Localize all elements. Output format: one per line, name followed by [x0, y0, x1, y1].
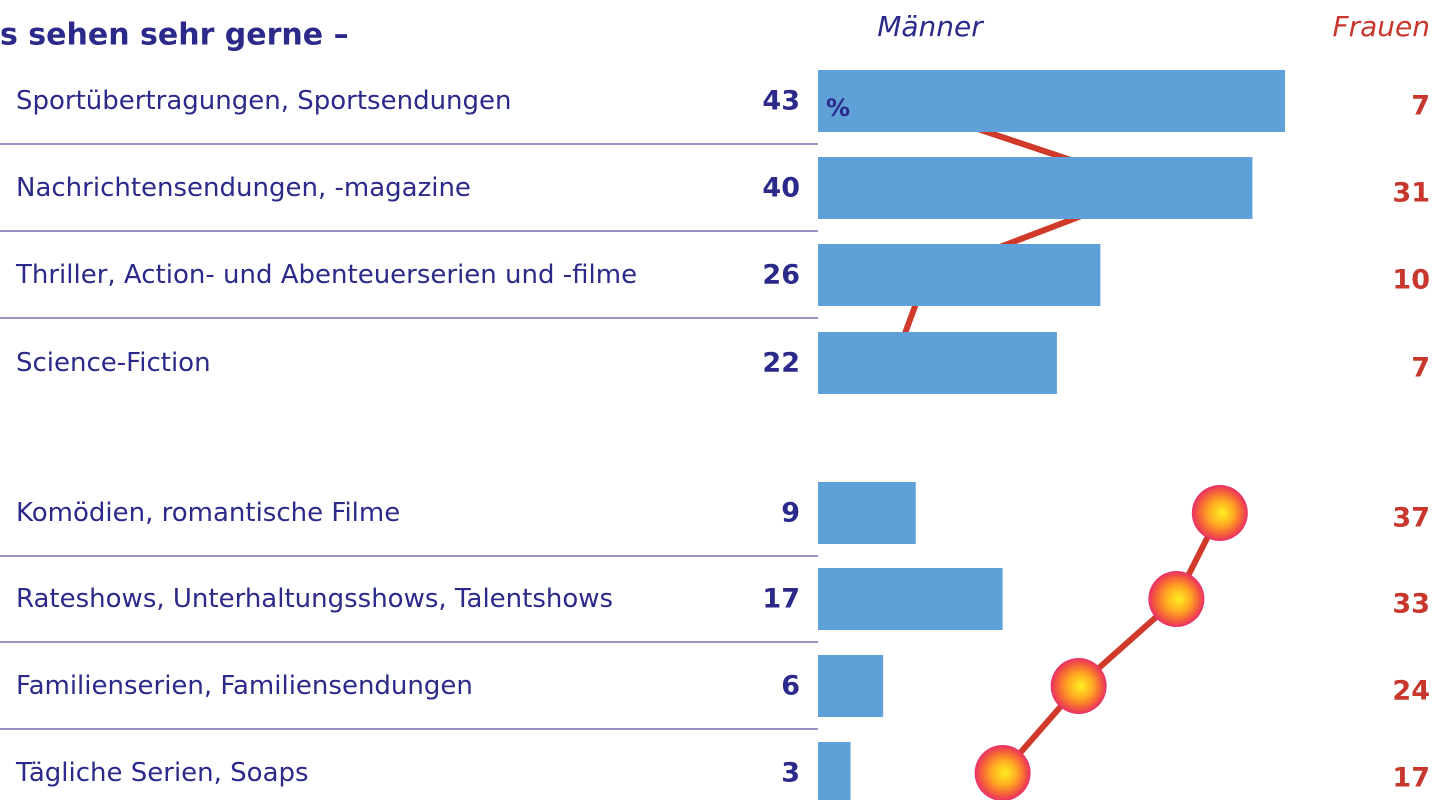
dot [1148, 571, 1205, 627]
category-label: Rateshows, Unterhaltungsshows, Talentsho… [16, 584, 614, 614]
value-label: 17 [1392, 763, 1430, 794]
category-label: Science-Fiction [16, 348, 211, 378]
dot [974, 745, 1031, 800]
bar [818, 482, 916, 544]
line [891, 98, 1164, 365]
value-label: 33 [1392, 589, 1430, 620]
chart-title: s sehen sehr gerne – [0, 18, 349, 53]
category-label: Familienserien, Familiensendungen [16, 671, 473, 701]
dot [1050, 658, 1107, 714]
bar [818, 157, 1253, 219]
value-label: 24 [1392, 676, 1430, 707]
bar [818, 244, 1101, 306]
lines [891, 98, 1223, 775]
dot [1191, 485, 1248, 541]
value-label: 37 [1392, 503, 1430, 534]
value-label: 6 [781, 671, 800, 702]
legend-entry: Frauen [1333, 10, 1431, 43]
unit-label: % [826, 94, 850, 122]
bar [818, 568, 1003, 630]
category-label: Nachrichtensendungen, -magazine [16, 173, 471, 203]
value-label: 17 [762, 584, 800, 615]
value-label: 40 [762, 173, 800, 204]
value-label: 3 [781, 758, 800, 789]
value-label: 10 [1392, 265, 1430, 296]
value-label: 7 [1411, 91, 1430, 122]
value-label: 7 [1411, 353, 1430, 384]
bar [818, 742, 851, 800]
bar [818, 70, 1285, 132]
value-label: 43 [762, 86, 800, 117]
bar [818, 655, 884, 717]
category-label: Thriller, Action- und Abenteuerserien un… [16, 260, 638, 290]
category-label: Tägliche Serien, Soaps [16, 758, 309, 788]
value-label: 31 [1392, 178, 1430, 209]
value-label: 9 [781, 498, 800, 529]
legend-entry: Männer [877, 10, 984, 43]
line [1000, 511, 1223, 775]
value-label: 22 [762, 348, 800, 379]
category-label: Sportübertragungen, Sportsendungen [16, 86, 512, 116]
value-label: 26 [762, 260, 800, 291]
bar [818, 332, 1057, 394]
category-label: Komödien, romantische Filme [16, 498, 401, 528]
